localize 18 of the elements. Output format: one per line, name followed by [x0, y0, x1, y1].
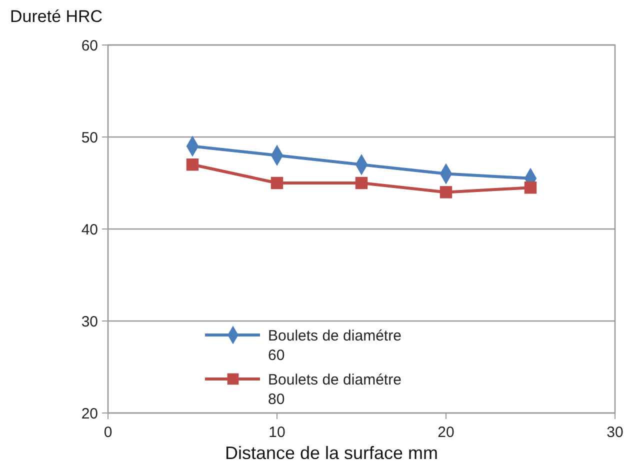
point: [440, 186, 452, 198]
y-tick-label: 60: [81, 37, 98, 54]
point: [186, 158, 199, 171]
point: [524, 181, 537, 194]
x-tick-label: 10: [268, 424, 286, 441]
x-tick-label: 30: [606, 424, 624, 441]
y-tick-label: 50: [81, 129, 98, 146]
y-tick-label: 20: [81, 405, 98, 422]
y-tick-label: 40: [81, 221, 98, 238]
x-tick-label: 20: [438, 424, 454, 441]
legend-label: Boulets de diamétre 60: [268, 327, 402, 364]
y-tick-label: 30: [81, 313, 98, 330]
y-axis-title: Dureté HRC: [10, 7, 103, 26]
x-tick-label: 0: [104, 424, 112, 441]
point: [270, 176, 284, 190]
x-axis-title: Distance de la surface mm: [224, 443, 438, 463]
point: [355, 176, 368, 190]
legend-label: Boulets de diamétre 80: [268, 371, 402, 408]
